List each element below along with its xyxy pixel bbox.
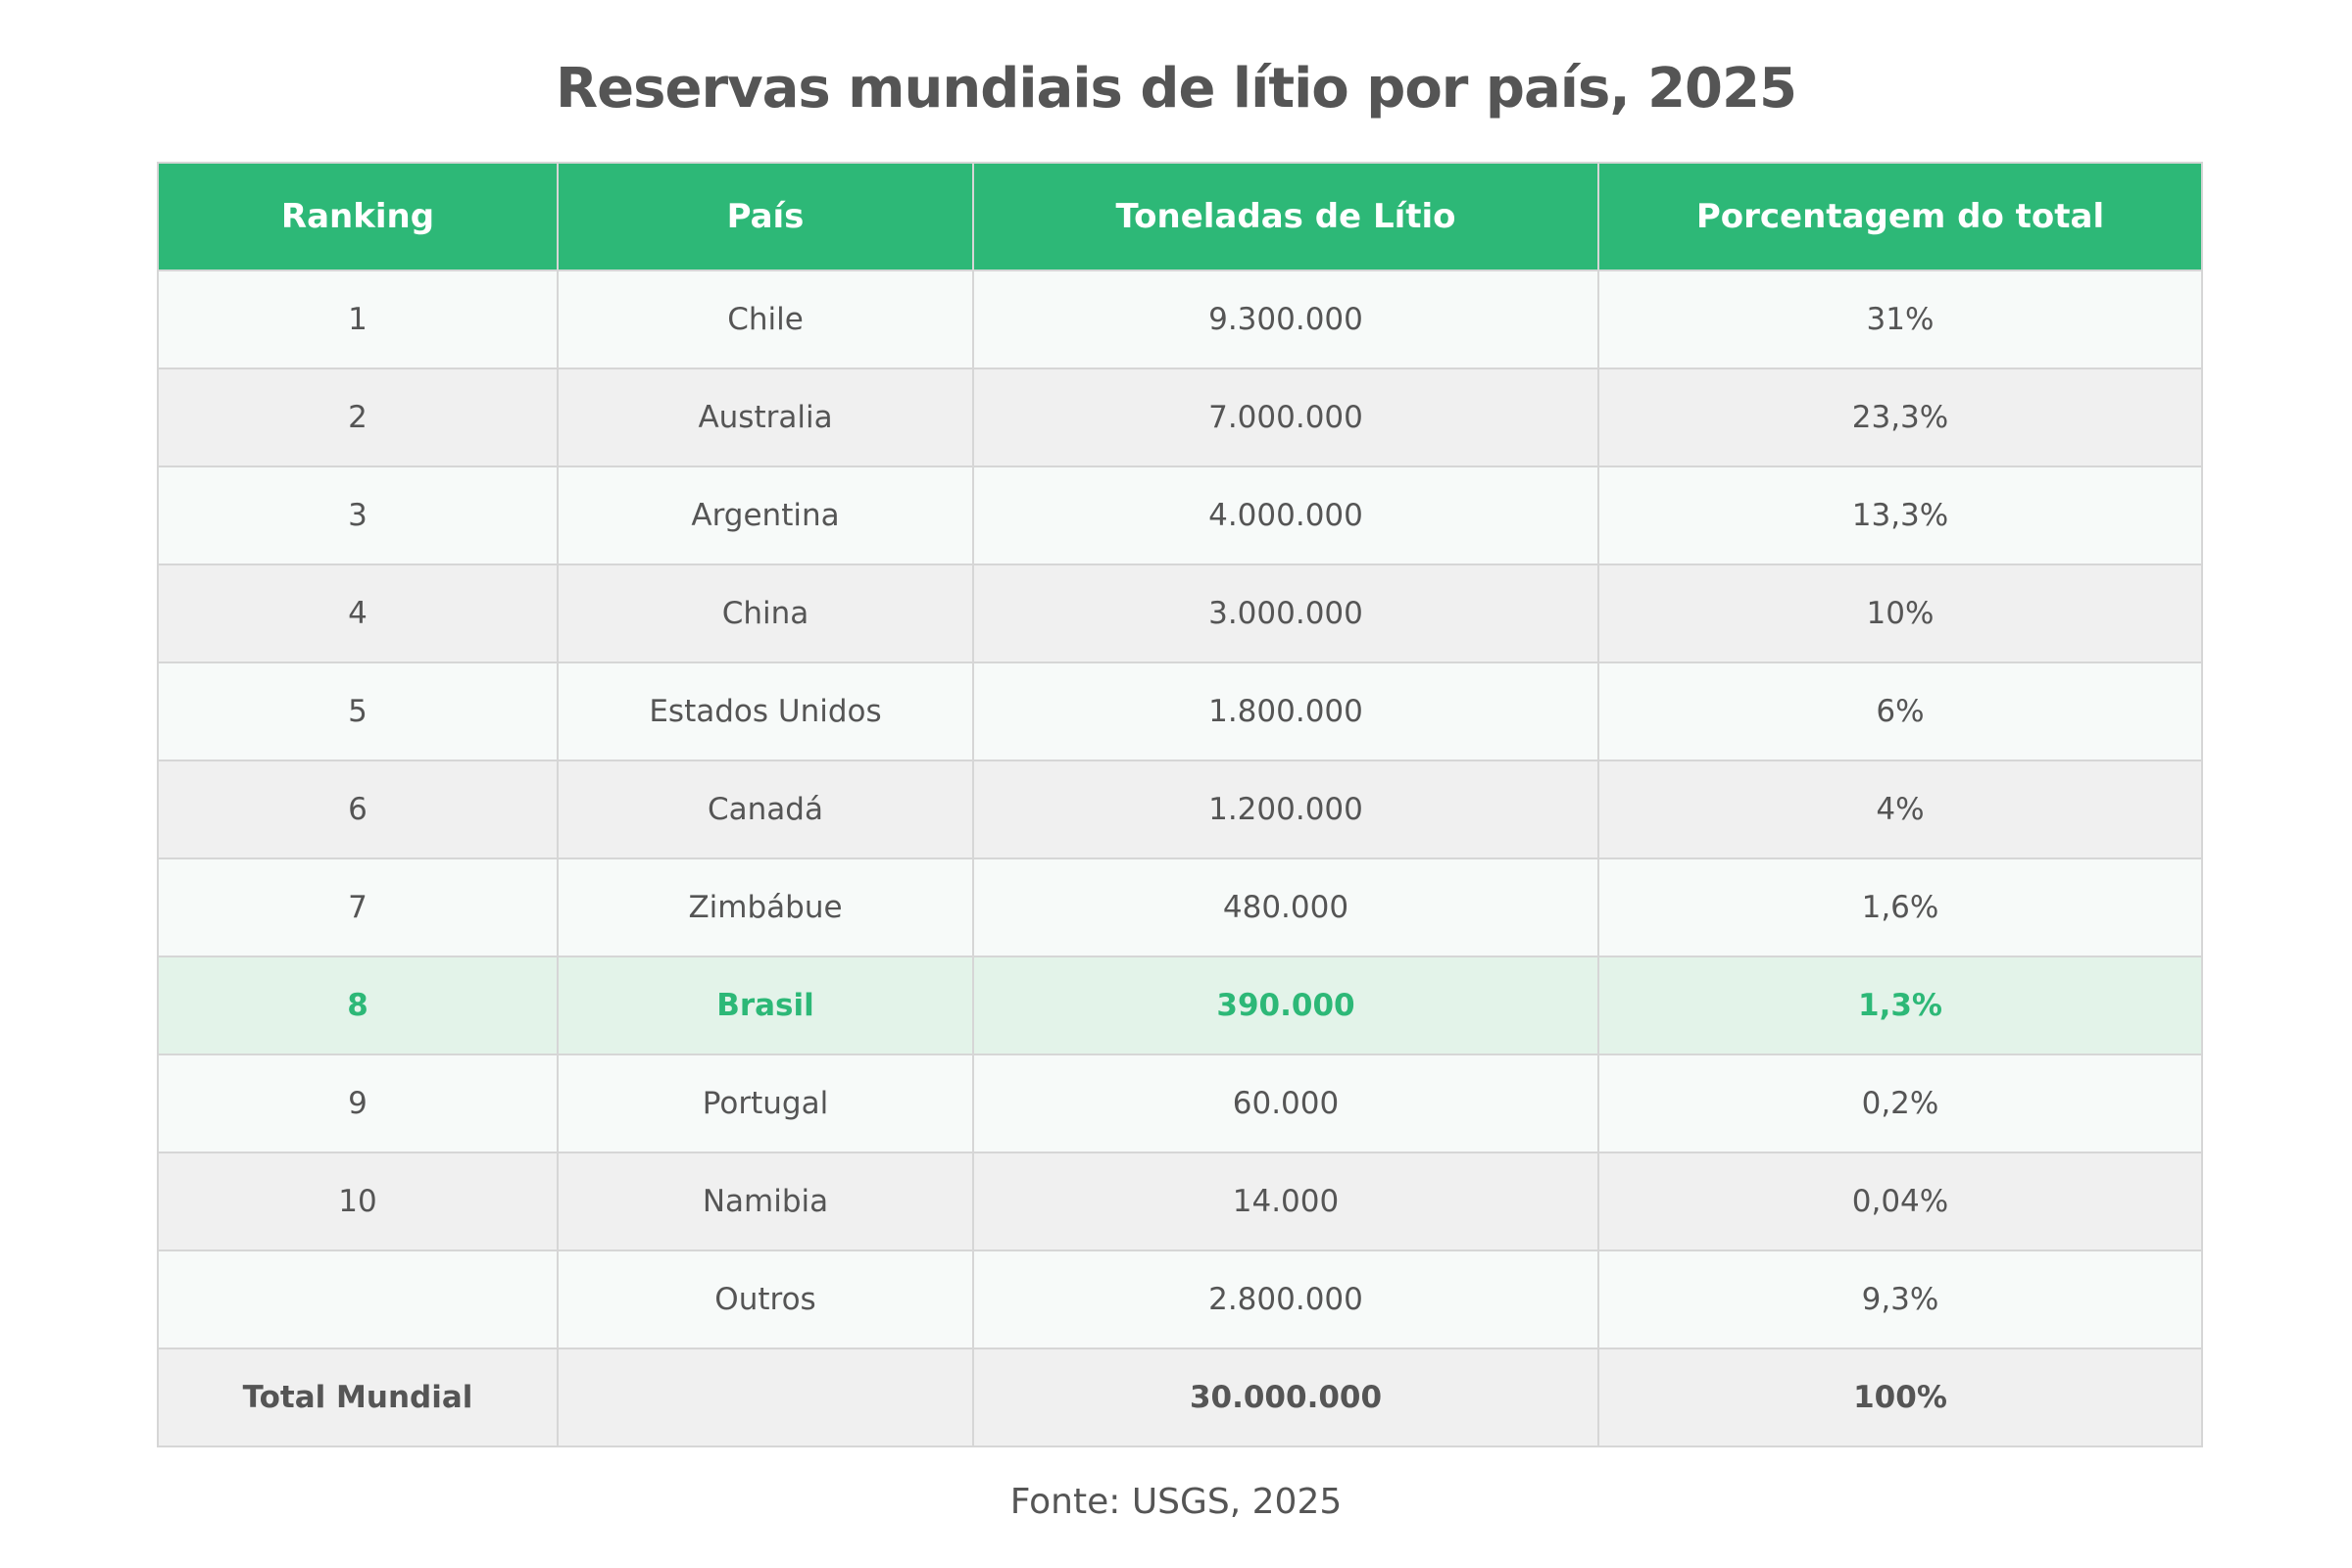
- cell-country: Namibia: [557, 1152, 974, 1251]
- cell-tonnes: 390.000: [972, 956, 1599, 1055]
- cell-country: Canadá: [557, 760, 974, 859]
- header-ranking: Ranking: [157, 162, 559, 271]
- cell-tonnes: 14.000: [972, 1152, 1599, 1251]
- cell-tonnes: 4.000.000: [972, 466, 1599, 565]
- cell-country: Brasil: [557, 956, 974, 1055]
- cell-ranking: 4: [157, 564, 559, 663]
- total-row: Total Mundial 30.000.000 100%: [157, 1348, 2203, 1447]
- cell-percentage: 23,3%: [1597, 368, 2203, 467]
- cell-country: China: [557, 564, 974, 663]
- cell-tonnes: 2.800.000: [972, 1250, 1599, 1349]
- table-row: 4 China 3.000.000 10%: [157, 564, 2203, 663]
- cell-country: Australia: [557, 368, 974, 467]
- cell-ranking: 10: [157, 1152, 559, 1251]
- cell-percentage: 1,3%: [1597, 956, 2203, 1055]
- cell-ranking: 2: [157, 368, 559, 467]
- lithium-reserves-table: Ranking País Toneladas de Lítio Porcenta…: [157, 162, 2203, 1447]
- header-country: País: [557, 162, 974, 271]
- cell-percentage: 31%: [1597, 270, 2203, 369]
- page-title: Reservas mundiais de lítio por país, 202…: [556, 57, 1797, 121]
- table-row: 10 Namibia 14.000 0,04%: [157, 1152, 2203, 1251]
- cell-tonnes: 60.000: [972, 1054, 1599, 1153]
- cell-country: Estados Unidos: [557, 662, 974, 761]
- table-row: Outros 2.800.000 9,3%: [157, 1250, 2203, 1349]
- cell-country: Zimbábue: [557, 858, 974, 957]
- cell-country: Chile: [557, 270, 974, 369]
- cell-percentage: 9,3%: [1597, 1250, 2203, 1349]
- cell-ranking: 5: [157, 662, 559, 761]
- cell-ranking: Total Mundial: [157, 1348, 559, 1447]
- cell-tonnes: 1.800.000: [972, 662, 1599, 761]
- cell-percentage: 6%: [1597, 662, 2203, 761]
- cell-ranking: 6: [157, 760, 559, 859]
- table-body: 1 Chile 9.300.000 31% 2 Australia 7.000.000 23,…: [157, 270, 2203, 1447]
- cell-ranking: 8: [157, 956, 559, 1055]
- cell-country: [557, 1348, 974, 1447]
- cell-tonnes: 3.000.000: [972, 564, 1599, 663]
- cell-tonnes: 9.300.000: [972, 270, 1599, 369]
- table-row: 9 Portugal 60.000 0,2%: [157, 1054, 2203, 1153]
- cell-ranking: 7: [157, 858, 559, 957]
- cell-percentage: 10%: [1597, 564, 2203, 663]
- cell-country: Portugal: [557, 1054, 974, 1153]
- cell-percentage: 13,3%: [1597, 466, 2203, 565]
- header-percentage: Porcentagem do total: [1597, 162, 2203, 271]
- source-note: Fonte: USGS, 2025: [1009, 1482, 1343, 1522]
- table-header-row: Ranking País Toneladas de Lítio Porcenta…: [157, 162, 2203, 271]
- cell-tonnes: 30.000.000: [972, 1348, 1599, 1447]
- cell-tonnes: 7.000.000: [972, 368, 1599, 467]
- table-row: 5 Estados Unidos 1.800.000 6%: [157, 662, 2203, 761]
- table-row: 6 Canadá 1.200.000 4%: [157, 760, 2203, 859]
- cell-percentage: 0,2%: [1597, 1054, 2203, 1153]
- cell-tonnes: 480.000: [972, 858, 1599, 957]
- table-row: 2 Australia 7.000.000 23,3%: [157, 368, 2203, 467]
- cell-ranking: 9: [157, 1054, 559, 1153]
- table-row: 3 Argentina 4.000.000 13,3%: [157, 466, 2203, 565]
- cell-country: Argentina: [557, 466, 974, 565]
- cell-ranking: 3: [157, 466, 559, 565]
- cell-ranking: 1: [157, 270, 559, 369]
- cell-country: Outros: [557, 1250, 974, 1349]
- cell-percentage: 100%: [1597, 1348, 2203, 1447]
- highlighted-row: 8 Brasil 390.000 1,3%: [157, 956, 2203, 1055]
- cell-percentage: 1,6%: [1597, 858, 2203, 957]
- cell-tonnes: 1.200.000: [972, 760, 1599, 859]
- cell-percentage: 0,04%: [1597, 1152, 2203, 1251]
- cell-percentage: 4%: [1597, 760, 2203, 859]
- header-tonnes: Toneladas de Lítio: [972, 162, 1599, 271]
- table-row: 1 Chile 9.300.000 31%: [157, 270, 2203, 369]
- cell-ranking: [157, 1250, 559, 1349]
- table-row: 7 Zimbábue 480.000 1,6%: [157, 858, 2203, 957]
